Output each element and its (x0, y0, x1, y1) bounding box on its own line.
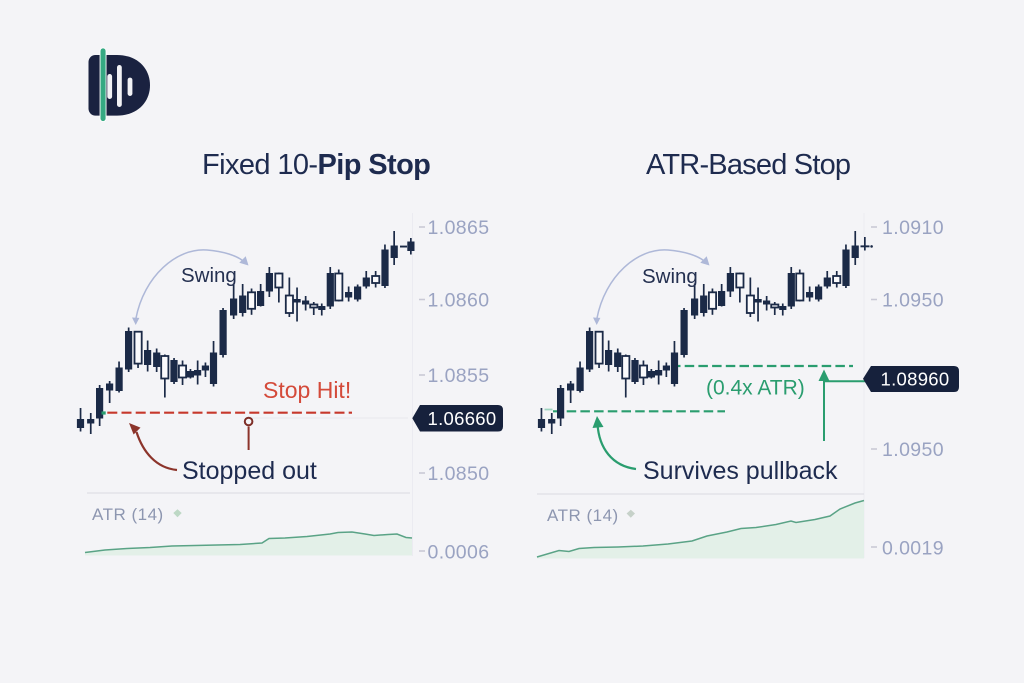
svg-text:1.06660: 1.06660 (428, 408, 497, 429)
svg-text:1.0855: 1.0855 (428, 365, 490, 387)
svg-text:Stopped out: Stopped out (182, 457, 317, 485)
svg-text:Fixed 10-Pip Stop: Fixed 10-Pip Stop (202, 149, 430, 181)
svg-text:(0.4x ATR): (0.4x ATR) (706, 377, 805, 400)
svg-text:1.0860: 1.0860 (428, 290, 490, 312)
svg-text:Stop Hit!: Stop Hit! (263, 377, 351, 403)
svg-text:1.0910: 1.0910 (882, 217, 944, 239)
svg-text:Swing: Swing (642, 265, 698, 288)
svg-text:ATR-Based Stop: ATR-Based Stop (646, 149, 850, 181)
svg-text:ATR (14): ATR (14) (92, 505, 164, 524)
svg-text:0.0019: 0.0019 (882, 538, 944, 560)
svg-text:0.0006: 0.0006 (428, 542, 490, 564)
svg-text:1.0850: 1.0850 (428, 463, 490, 485)
svg-text:Survives pullback: Survives pullback (643, 457, 838, 485)
svg-text:Swing: Swing (181, 264, 237, 287)
svg-text:1.0950: 1.0950 (882, 290, 944, 312)
svg-text:ATR (14): ATR (14) (547, 506, 619, 525)
svg-text:1.0865: 1.0865 (428, 217, 490, 239)
svg-text:1.0950: 1.0950 (882, 439, 944, 461)
svg-text:1.08960: 1.08960 (881, 369, 950, 390)
